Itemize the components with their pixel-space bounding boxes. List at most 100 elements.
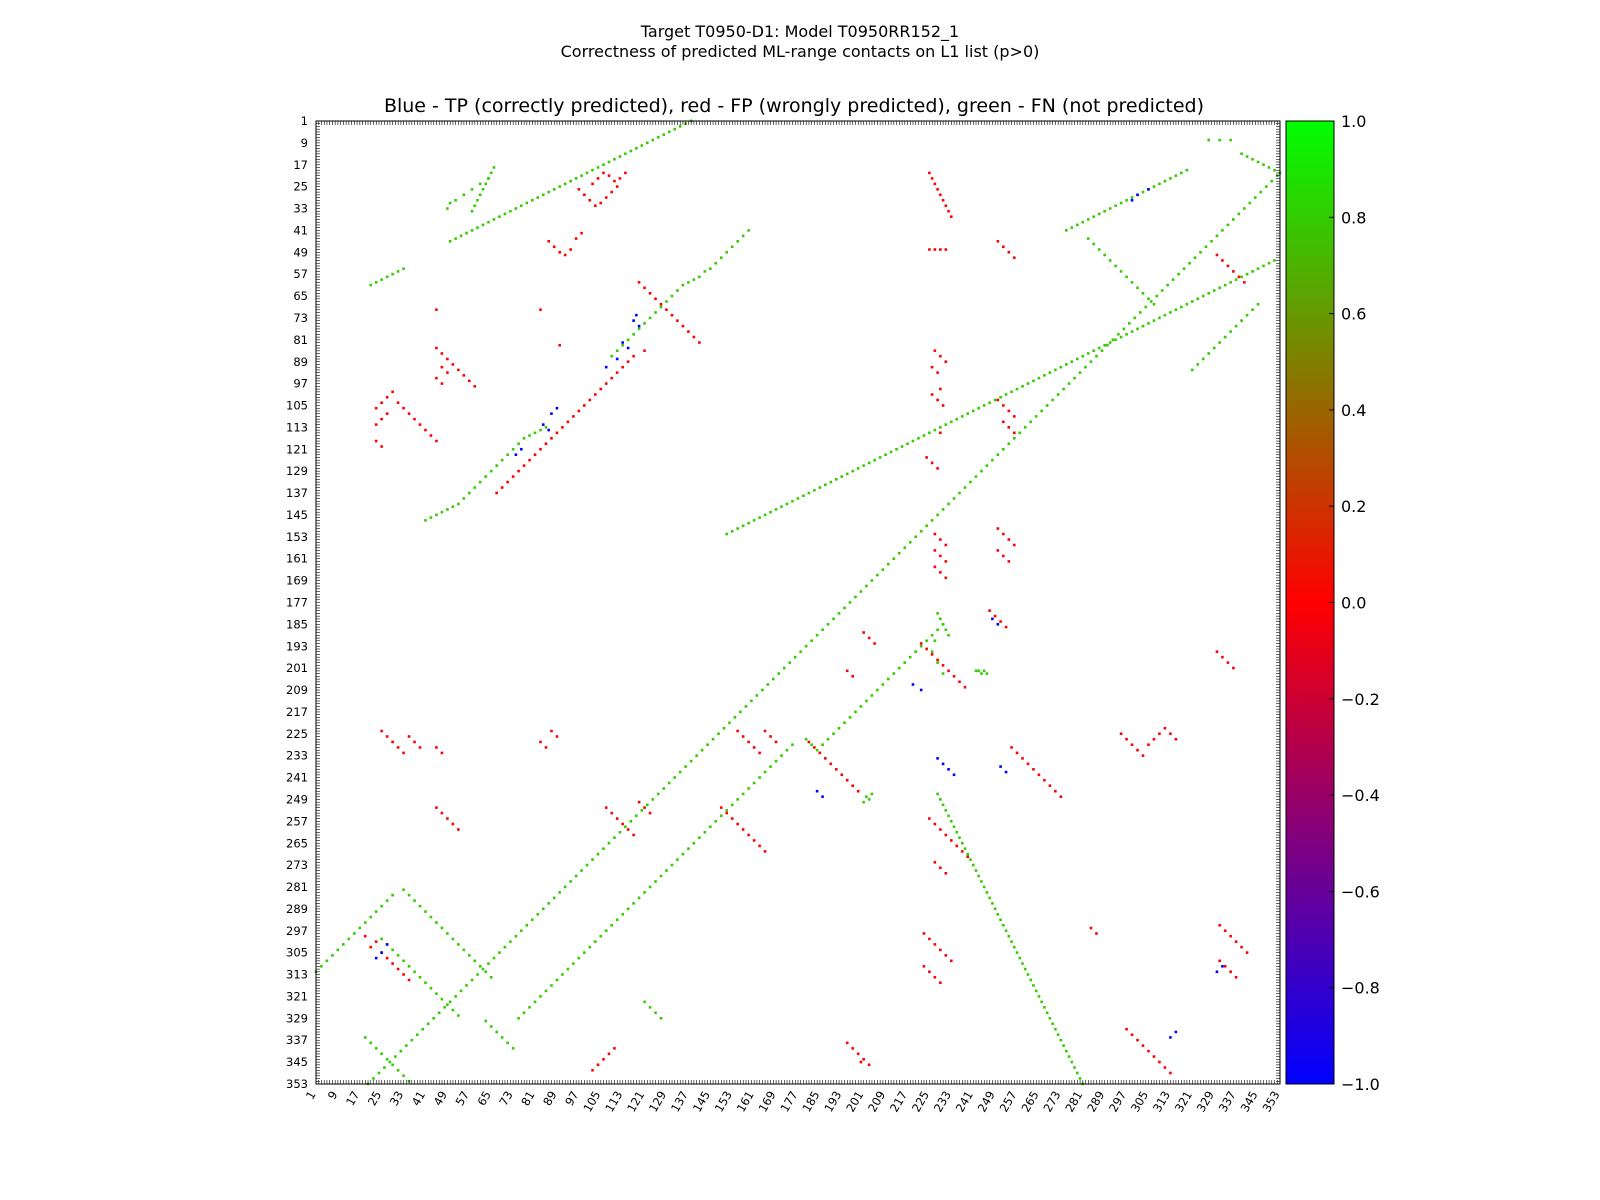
- y-tick-label: 281: [286, 880, 308, 894]
- contact-cell-fn: [396, 954, 400, 957]
- contact-cell-fn: [1103, 253, 1106, 257]
- contact-cell-fn: [832, 732, 835, 736]
- contact-cell-fp: [544, 746, 548, 749]
- contact-cell-fn: [941, 508, 945, 511]
- contact-cell-fn: [843, 721, 846, 725]
- figure-title-line1: Target T0950-D1: Model T0950RR152_1: [640, 22, 960, 41]
- x-tick-label: 241: [953, 1089, 976, 1115]
- contact-cell-fp: [947, 209, 950, 213]
- minor-ticks: [315, 120, 1281, 1085]
- contact-cell-fn: [478, 182, 482, 186]
- contact-cell-fn: [1070, 360, 1074, 363]
- contact-cell-fn: [484, 970, 488, 974]
- contact-cell-fn: [593, 940, 597, 943]
- contact-cell-fn: [1160, 289, 1164, 292]
- contact-cell-fn: [1218, 341, 1221, 344]
- contact-cell-fn: [552, 188, 556, 191]
- contact-cell-fn: [459, 989, 463, 993]
- contact-cell-fp: [834, 768, 838, 771]
- contact-cell-fn: [859, 590, 863, 593]
- contact-cell-fn: [377, 1071, 381, 1075]
- contact-cell-fp: [1218, 959, 1221, 963]
- colorbar-tick-label: −1.0: [1341, 1075, 1380, 1094]
- contact-cell-fp: [1223, 965, 1227, 968]
- contact-cell-fp: [939, 538, 942, 541]
- contact-cell-fn: [522, 1011, 526, 1015]
- contact-cell-fn: [1191, 368, 1194, 372]
- contact-cell-fn: [1075, 223, 1079, 227]
- contact-cell-fn: [662, 787, 666, 790]
- contact-cell-fp: [407, 412, 411, 415]
- contact-cell-fn: [1106, 343, 1109, 347]
- contact-cell-fn: [558, 891, 561, 894]
- contact-cell-fn: [1174, 174, 1178, 177]
- contact-cell-fn: [478, 193, 482, 197]
- contact-cell-fn: [736, 798, 739, 801]
- contact-cell-fn: [933, 639, 937, 643]
- contact-cell-fn: [607, 841, 611, 845]
- contact-cell-fn: [391, 1063, 394, 1067]
- contact-cell-fp: [451, 363, 455, 366]
- contact-cell-tp: [936, 757, 939, 760]
- contact-cell-fp: [1147, 743, 1150, 746]
- contact-cell-fp: [435, 439, 438, 443]
- contact-cell-fp: [944, 543, 948, 547]
- contact-cell-fp: [687, 330, 690, 333]
- contact-cell-fn: [1199, 250, 1202, 254]
- contact-cell-fp: [1125, 737, 1128, 741]
- contact-cell-fn: [1245, 272, 1249, 276]
- contact-cell-fn: [618, 155, 622, 158]
- contact-cell-fn: [832, 617, 835, 621]
- contact-cell-fp: [1002, 554, 1005, 558]
- contact-cell-fp: [596, 1063, 600, 1067]
- contact-cell-fn: [862, 464, 865, 467]
- contact-cell-fn: [1081, 354, 1085, 358]
- contact-cell-fp: [424, 428, 427, 432]
- contact-cell-fn: [648, 316, 652, 320]
- contact-cell-fn: [785, 502, 789, 506]
- contact-cell-fn: [454, 237, 457, 240]
- contact-cell-fn: [1010, 940, 1013, 943]
- contact-cell-fn: [569, 880, 572, 883]
- contact-cell-fp: [1226, 661, 1230, 664]
- contact-cell-fn: [876, 573, 879, 577]
- colorbar-strip: [1285, 120, 1335, 1085]
- contact-cell-fn: [919, 644, 923, 648]
- contact-cell-fn: [320, 965, 323, 968]
- contact-cell-fn: [769, 510, 772, 514]
- y-tick-label: 345: [286, 1055, 308, 1069]
- contact-cell-fn: [1240, 319, 1243, 322]
- contact-cell-fn: [1232, 218, 1235, 221]
- contact-cell-fn: [725, 532, 729, 536]
- contact-cell-fn: [632, 333, 635, 336]
- contact-cell-fp: [558, 250, 561, 254]
- contact-cell-fn: [1056, 1033, 1060, 1036]
- contact-cell-fn: [451, 505, 455, 508]
- contact-cell-fn: [673, 776, 676, 779]
- contact-cell-fn: [917, 436, 920, 440]
- contact-cell-fp: [944, 360, 948, 363]
- contact-cell-fn: [1084, 365, 1087, 369]
- contact-cell-fn: [473, 486, 477, 489]
- contact-cell-fp: [955, 844, 959, 848]
- contact-cell-fp: [933, 248, 937, 251]
- contact-cell-fp: [939, 571, 942, 574]
- contact-cell-fn: [580, 869, 583, 872]
- colorbar: 1.0 0.8 0.6 0.4 0.2 0.0 −0.2 −0.4 −0.6 −0.8 −1.0: [1285, 112, 1380, 1094]
- y-tick-label: 105: [286, 399, 308, 413]
- contact-cell-fn: [944, 628, 948, 632]
- contact-cell-fn: [971, 863, 975, 867]
- x-tick-label: 105: [580, 1089, 603, 1115]
- y-tick-label: 225: [286, 727, 308, 741]
- x-tick-label: 137: [668, 1089, 691, 1115]
- contact-cell-fn: [550, 984, 553, 987]
- contact-cell-fn: [369, 915, 372, 919]
- contact-cell-fn: [1059, 1038, 1063, 1042]
- contact-cell-fp: [1095, 932, 1098, 935]
- contact-cell-fp: [435, 346, 438, 350]
- contact-cell-fn: [462, 948, 466, 952]
- contact-cell-fn: [670, 294, 674, 298]
- contact-cell-fn: [867, 798, 871, 801]
- contact-cell-fn: [780, 505, 783, 508]
- contact-cell-fn: [1174, 308, 1178, 311]
